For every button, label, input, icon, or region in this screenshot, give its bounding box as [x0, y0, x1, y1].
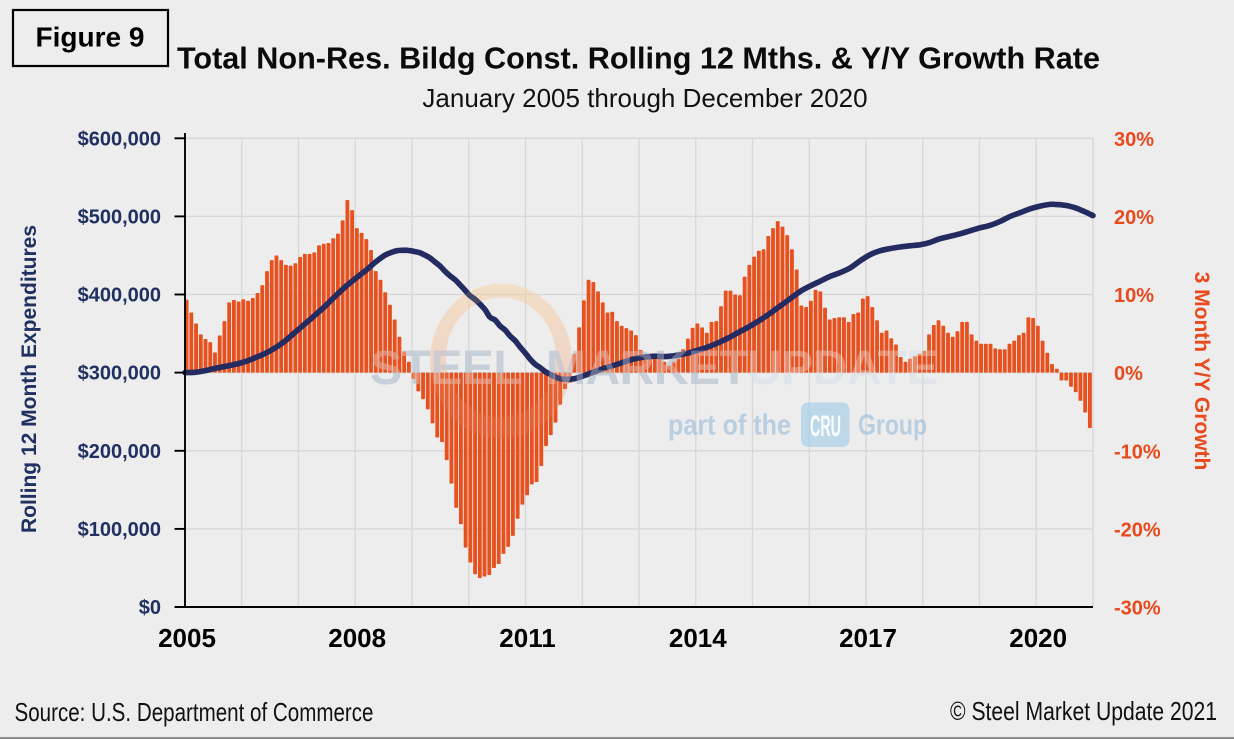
- svg-text:Total Non-Res. Bildg Const. Ro: Total Non-Res. Bildg Const. Rolling 12 M…: [177, 42, 1100, 76]
- svg-text:20%: 20%: [1114, 207, 1154, 229]
- svg-text:-20%: -20%: [1114, 519, 1161, 541]
- svg-text:2020: 2020: [1009, 623, 1067, 653]
- svg-text:2008: 2008: [328, 623, 386, 653]
- svg-text:Figure 9: Figure 9: [36, 22, 145, 53]
- svg-text:30%: 30%: [1114, 129, 1154, 151]
- svg-text:Group: Group: [858, 410, 927, 442]
- svg-text:Rolling 12 Month Expenditures: Rolling 12 Month Expenditures: [18, 225, 41, 533]
- svg-text:$100,000: $100,000: [78, 519, 161, 541]
- svg-text:part of the: part of the: [668, 410, 791, 442]
- svg-text:MARKET: MARKET: [546, 342, 748, 395]
- svg-text:January 2005 through December: January 2005 through December 2020: [422, 83, 867, 113]
- svg-text:2011: 2011: [499, 623, 555, 653]
- svg-text:-30%: -30%: [1114, 598, 1161, 620]
- svg-text:STEEL: STEEL: [370, 342, 522, 395]
- svg-text:UPDATE: UPDATE: [747, 342, 938, 395]
- svg-text:$200,000: $200,000: [78, 441, 161, 463]
- svg-text:$600,000: $600,000: [78, 128, 161, 150]
- svg-text:© Steel Market Update 2021: © Steel Market Update 2021: [950, 696, 1217, 726]
- svg-text:$300,000: $300,000: [78, 363, 161, 385]
- svg-text:10%: 10%: [1114, 285, 1154, 307]
- svg-text:2017: 2017: [839, 623, 897, 653]
- svg-text:-10%: -10%: [1114, 441, 1161, 463]
- svg-text:Source: U.S. Department of Com: Source: U.S. Department of Commerce: [15, 697, 374, 727]
- svg-text:2014: 2014: [669, 623, 727, 653]
- svg-text:3 Month Y/Y Growth: 3 Month Y/Y Growth: [1190, 272, 1213, 471]
- svg-text:0%: 0%: [1114, 363, 1143, 385]
- svg-text:$0: $0: [139, 597, 161, 619]
- svg-text:2005: 2005: [158, 623, 216, 653]
- svg-text:$400,000: $400,000: [78, 285, 161, 307]
- svg-text:CRU: CRU: [810, 410, 841, 443]
- svg-text:$500,000: $500,000: [78, 206, 161, 228]
